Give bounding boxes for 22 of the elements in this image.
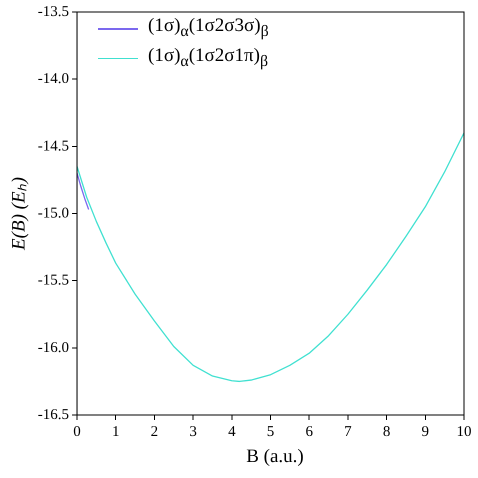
y-tick-label: -14.5 <box>38 138 70 154</box>
x-tick-label: 1 <box>112 424 120 440</box>
y-tick-label: -15.0 <box>38 205 70 222</box>
legend-label: (1σ)$_{α}$(1σ2σ3σ)$_{β}$ <box>148 14 269 42</box>
x-tick-label: 2 <box>150 424 158 440</box>
x-tick-label: 9 <box>422 424 430 440</box>
legend-label: (1σ)$_{α}$(1σ2σ1π)$_{β}$ <box>148 44 268 72</box>
x-tick-label: 6 <box>305 424 314 440</box>
y-tick-label: -16.5 <box>38 406 70 423</box>
y-tick-label: -14.0 <box>38 71 70 88</box>
y-axis-title: E(B) (Eₕ) <box>8 177 30 251</box>
x-tick-label: 7 <box>344 424 352 440</box>
x-tick-label: 3 <box>189 424 197 440</box>
y-tick-label: -15.5 <box>38 272 70 289</box>
y-tick-label: -13.5 <box>38 4 70 20</box>
y-tick-label: -16.0 <box>38 340 70 356</box>
x-tick-label: 8 <box>382 424 390 440</box>
x-axis-title: B (a.u.) <box>245 446 305 468</box>
x-tick-label: 4 <box>228 424 236 440</box>
x-tick-label: 0 <box>73 424 81 440</box>
x-tick-label: 10 <box>456 424 472 440</box>
x-tick-label: 5 <box>266 424 274 440</box>
